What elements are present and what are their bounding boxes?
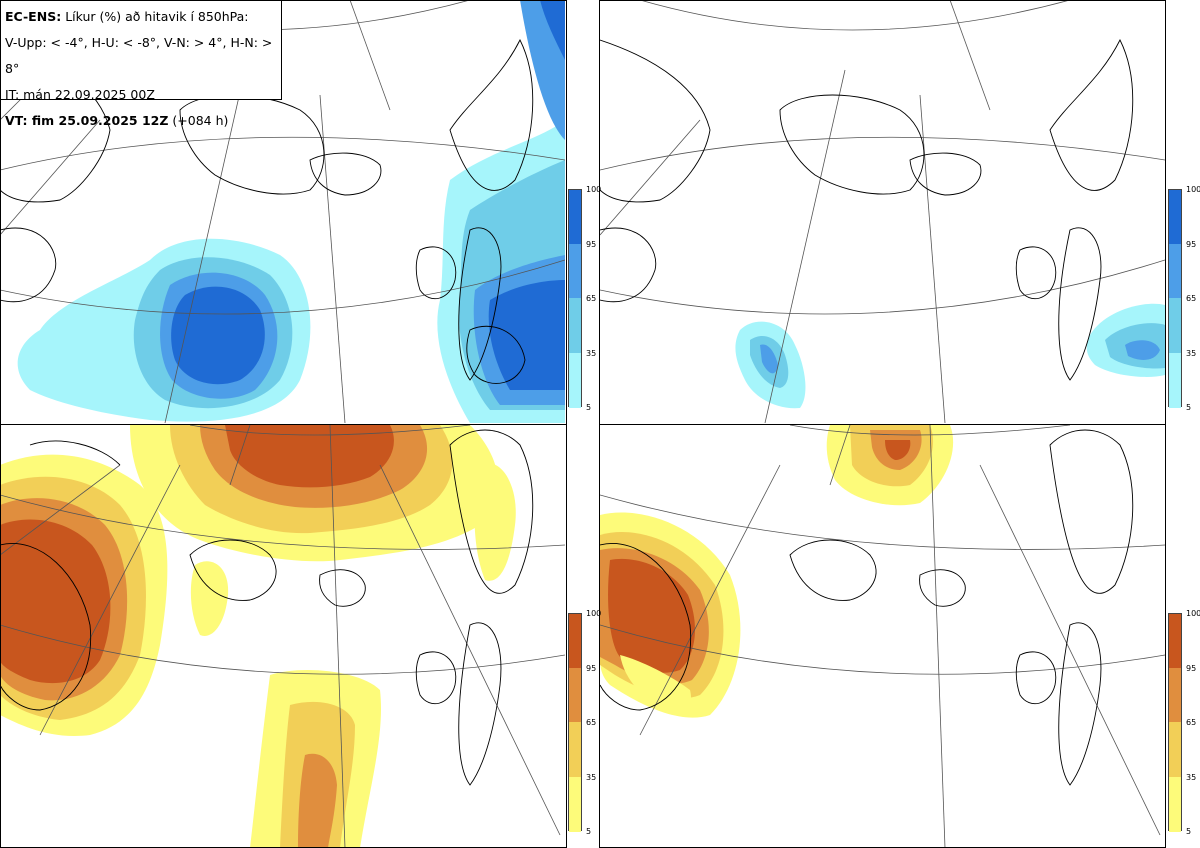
graticule <box>0 425 565 848</box>
legend-swatch <box>569 244 581 298</box>
legend-tick: 5 <box>1186 403 1192 412</box>
legend-tick: 35 <box>586 349 597 358</box>
legend-tick: 95 <box>586 240 597 249</box>
map-cold-minus4 <box>0 0 565 423</box>
legend-swatch <box>1169 777 1181 832</box>
legend-tick: 35 <box>1186 773 1197 782</box>
legend-tick: 95 <box>586 664 597 673</box>
map-panel-warm-plus8 <box>600 425 1165 848</box>
legend-tick: 5 <box>586 403 592 412</box>
probability-field <box>17 0 565 423</box>
legend-swatch <box>1169 668 1181 722</box>
legend-swatch <box>569 190 581 244</box>
probability-field <box>735 303 1165 409</box>
coastlines <box>600 429 1134 786</box>
map-cold-minus8 <box>600 0 1165 423</box>
graticule <box>600 0 1165 423</box>
legend-swatch <box>1169 614 1181 668</box>
legend-tick: 35 <box>586 773 597 782</box>
probability-field <box>600 425 954 718</box>
legend-swatch <box>1169 298 1181 353</box>
legend-tick: 5 <box>586 827 592 836</box>
legend-tick: 65 <box>586 718 597 727</box>
legend-tick: 100 <box>1186 185 1200 194</box>
legend-tick: 100 <box>1186 609 1200 618</box>
legend-swatch <box>569 614 581 668</box>
legend-swatch <box>569 722 581 777</box>
legend-tick: 5 <box>1186 827 1192 836</box>
legend-swatch <box>569 353 581 408</box>
legend-tick: 95 <box>1186 240 1197 249</box>
legend-tick: 100 <box>586 185 602 194</box>
legend-swatch <box>569 777 581 832</box>
legend-tick: 65 <box>1186 294 1197 303</box>
map-warm-plus8 <box>600 425 1165 848</box>
coastlines <box>0 429 534 786</box>
legend-tick: 35 <box>1186 349 1197 358</box>
legend-swatch <box>1169 722 1181 777</box>
legend-swatch <box>569 668 581 722</box>
map-panel-warm-plus4 <box>0 425 565 848</box>
map-panel-cold-minus8 <box>600 0 1165 423</box>
legend-tick: 65 <box>1186 718 1197 727</box>
legend-swatch <box>1169 190 1181 244</box>
map-warm-plus4 <box>0 425 565 848</box>
legend-tick: 65 <box>586 294 597 303</box>
legend-swatch <box>1169 353 1181 408</box>
graticule <box>600 425 1165 848</box>
map-panel-cold-minus4: EC-ENS: Líkur (%) að hitavik í 850hPa: V… <box>0 0 565 423</box>
legend-tick: 95 <box>1186 664 1197 673</box>
coastlines <box>0 38 534 384</box>
legend-swatch <box>1169 244 1181 298</box>
probability-field <box>0 425 516 848</box>
legend-tick: 100 <box>586 609 602 618</box>
coastlines <box>600 38 1134 381</box>
legend-swatch <box>569 298 581 353</box>
map-info-box: EC-ENS: Líkur (%) að hitavik í 850hPa: V… <box>0 0 282 128</box>
